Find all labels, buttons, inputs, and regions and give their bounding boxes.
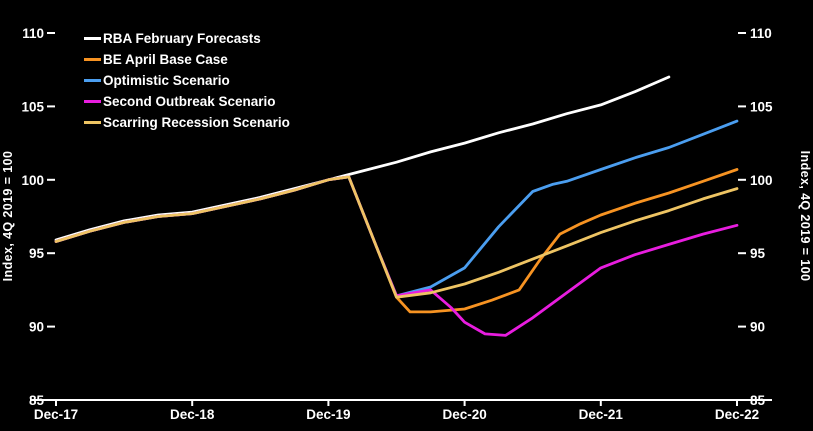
legend-label-optimistic: Optimistic Scenario <box>103 73 230 88</box>
legend-label-scarring: Scarring Recession Scenario <box>103 115 290 130</box>
legend-swatch-scarring <box>84 121 101 124</box>
y-tick-label-right: 100 <box>750 173 773 188</box>
series-line-second-outbreak <box>54 175 739 337</box>
legend-item-rba: RBA February Forecasts <box>84 28 290 49</box>
legend-item-base-case: BE April Base Case <box>84 49 290 70</box>
y-axis-title-right: Index, 4Q 2019 = 100 <box>798 150 812 281</box>
y-tick-label-right: 110 <box>750 26 772 41</box>
legend-swatch-second-outbreak <box>84 100 101 103</box>
x-tick-label: Dec-20 <box>442 407 486 422</box>
y-tick-label-left: 105 <box>21 99 44 114</box>
legend-item-optimistic: Optimistic Scenario <box>84 70 290 91</box>
series-line-scarring <box>54 175 739 299</box>
x-tick-label: Dec-18 <box>170 407 215 422</box>
y-tick-label-left: 110 <box>22 26 44 41</box>
x-tick-label: Dec-17 <box>34 407 78 422</box>
chart-legend: RBA February Forecasts BE April Base Case… <box>84 28 290 133</box>
y-tick-label-right: 105 <box>750 99 773 114</box>
series-line-rba <box>54 75 671 242</box>
x-tick-label: Dec-22 <box>715 407 759 422</box>
y-tick-label-right: 85 <box>750 393 766 408</box>
y-tick-label-left: 95 <box>29 246 45 261</box>
y-tick-label-right: 95 <box>750 246 766 261</box>
y-tick-label-left: 85 <box>29 393 45 408</box>
legend-label-rba: RBA February Forecasts <box>103 31 261 46</box>
legend-swatch-optimistic <box>84 79 101 82</box>
y-tick-label-left: 90 <box>29 320 44 335</box>
legend-label-second-outbreak: Second Outbreak Scenario <box>103 94 276 109</box>
y-tick-label-left: 100 <box>21 173 44 188</box>
y-tick-label-right: 90 <box>750 320 765 335</box>
legend-swatch-rba <box>84 37 101 40</box>
series-line-optimistic <box>54 119 739 298</box>
x-tick-label: Dec-19 <box>306 407 350 422</box>
x-tick-label: Dec-21 <box>579 407 624 422</box>
legend-item-scarring: Scarring Recession Scenario <box>84 112 290 133</box>
series-line-base-case <box>54 168 739 314</box>
legend-swatch-base-case <box>84 58 101 61</box>
y-axis-title-left: Index, 4Q 2019 = 100 <box>1 150 15 281</box>
legend-label-base-case: BE April Base Case <box>103 52 228 67</box>
legend-item-second-outbreak: Second Outbreak Scenario <box>84 91 290 112</box>
